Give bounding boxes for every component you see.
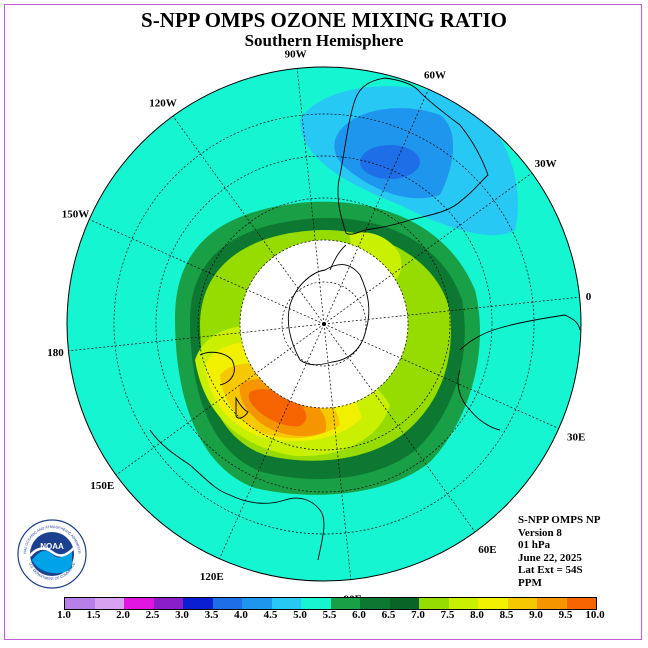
figure-frame — [4, 4, 642, 640]
coastlines — [149, 77, 581, 561]
logo-wave — [32, 548, 72, 574]
meridian-line — [68, 323, 325, 352]
meridian-line — [323, 323, 352, 580]
colorbar-tick-label: 9.0 — [529, 609, 543, 621]
meridian-line — [323, 323, 476, 533]
colorbar-tick-label: 2.0 — [116, 609, 130, 621]
info-date: June 22, 2025 — [518, 551, 582, 564]
colorbar-ticks: 1.0 1.5 2.0 2.5 3.0 3.5 4.0 4.5 5.0 5.5 6.0 6.5 7.0 7… — [0, 609, 648, 623]
colorbar-swatch — [389, 598, 419, 609]
lat-circle-mid — [197, 197, 451, 451]
info-units: PPM — [518, 576, 542, 589]
colorbar-tick-label: 8.0 — [470, 609, 484, 621]
meridian-line — [89, 219, 325, 325]
colorbar-swatch — [448, 598, 478, 609]
longitude-label: 120W — [149, 97, 177, 109]
africa-coast — [459, 314, 581, 351]
map-title: S-NPP OMPS OZONE MIXING RATIO — [141, 8, 507, 32]
meridian-line — [172, 115, 325, 325]
colorbar-tick-label: 3.5 — [204, 609, 219, 621]
info-block: S-NPP OMPS NP Version 8 01 hPa June 22, … — [518, 514, 601, 589]
colorbar-tick-label: 6.0 — [352, 609, 366, 621]
meridian-line — [115, 323, 325, 476]
colorbar-tick-label: 1.0 — [57, 609, 71, 621]
meridians — [68, 68, 580, 580]
colorbar-swatch — [478, 598, 508, 609]
colorbar-swatch — [94, 598, 124, 609]
colorbar-tick-label: 5.0 — [293, 609, 307, 621]
longitude-label: 30E — [567, 431, 585, 443]
antarctic-peninsula — [329, 244, 347, 271]
longitude-label: 120E — [200, 571, 224, 583]
madagascar-coast — [457, 369, 501, 431]
longitude-label: 150W — [62, 208, 90, 220]
meridian-line — [296, 68, 325, 325]
colorbar-tick-label: 4.0 — [234, 609, 248, 621]
logo-text: NOAA — [40, 542, 64, 551]
colorbar-tick-label: 6.5 — [381, 609, 396, 621]
longitude-label: 60E — [478, 544, 496, 556]
colorbar-swatch — [566, 598, 596, 609]
colorbar-swatch — [153, 598, 183, 609]
info-level: 01 hPa — [518, 539, 551, 551]
colorbar-tick-label: 2.5 — [145, 609, 160, 621]
colorbar-swatch — [212, 598, 242, 609]
south-pole — [322, 322, 326, 326]
colorbar-tick-label: 3.0 — [175, 609, 189, 621]
colorbar-tick-label: 7.5 — [440, 609, 455, 621]
map-boundary — [66, 66, 582, 582]
australia-coast — [149, 429, 325, 561]
lat-circle-middle — [155, 155, 493, 493]
longitude-label: 180 — [47, 347, 64, 359]
colorbar-swatch — [330, 598, 360, 609]
longitude-label: 60W — [424, 70, 446, 82]
colorbar-tick-label: 7.0 — [411, 609, 425, 621]
lat-circle-outer — [113, 113, 535, 535]
meridian-line — [323, 296, 580, 325]
new-zealand-coast — [199, 351, 235, 386]
colorbar-swatch — [537, 598, 567, 609]
info-version: Version 8 — [518, 526, 562, 539]
colorbar-swatch — [65, 598, 95, 609]
longitude-label: 150E — [90, 480, 114, 492]
colorbar-swatch — [271, 598, 301, 609]
lat-circle-core — [281, 281, 367, 367]
meridian-line — [219, 323, 325, 559]
longitude-label: 30W — [535, 158, 557, 170]
colorbar-swatch — [242, 598, 272, 609]
longitude-label: 0 — [586, 291, 592, 303]
map-subtitle: Southern Hemisphere — [244, 31, 404, 50]
colorbar-tick-label: 8.5 — [499, 609, 514, 621]
colorbar-tick-label: 4.5 — [263, 609, 278, 621]
info-instrument: S-NPP OMPS NP — [518, 514, 601, 526]
graticule — [68, 68, 580, 580]
lat-circle-inner — [239, 239, 409, 409]
south-america-coast — [337, 77, 489, 235]
colorbar-swatch — [360, 598, 390, 609]
lowest-ozone-core — [360, 145, 420, 179]
colorbar-tick-label: 9.5 — [558, 609, 573, 621]
meridian-line — [323, 323, 559, 429]
colorbar-swatch — [124, 598, 154, 609]
meridian-line — [323, 89, 429, 325]
colorbar-swatch — [301, 598, 331, 609]
antarctica-coast — [287, 264, 370, 366]
tasmania-coast — [235, 396, 249, 419]
colorbar-tick-label: 5.5 — [322, 609, 337, 621]
colorbar-tick-label: 1.5 — [86, 609, 101, 621]
noaa-logo: NOAA NATIONAL OCEANIC AND ATMOSPHERIC AD… — [16, 518, 87, 589]
meridian-line — [323, 172, 533, 325]
colorbar-swatch — [419, 598, 449, 609]
colorbar-tick-label: 10.0 — [585, 609, 605, 621]
longitude-label: 90W — [285, 48, 307, 60]
colorbar-swatch — [183, 598, 213, 609]
colorbar — [64, 597, 597, 610]
info-lat-ext: Lat Ext = 54S — [518, 564, 583, 576]
colorbar-swatch — [507, 598, 537, 609]
